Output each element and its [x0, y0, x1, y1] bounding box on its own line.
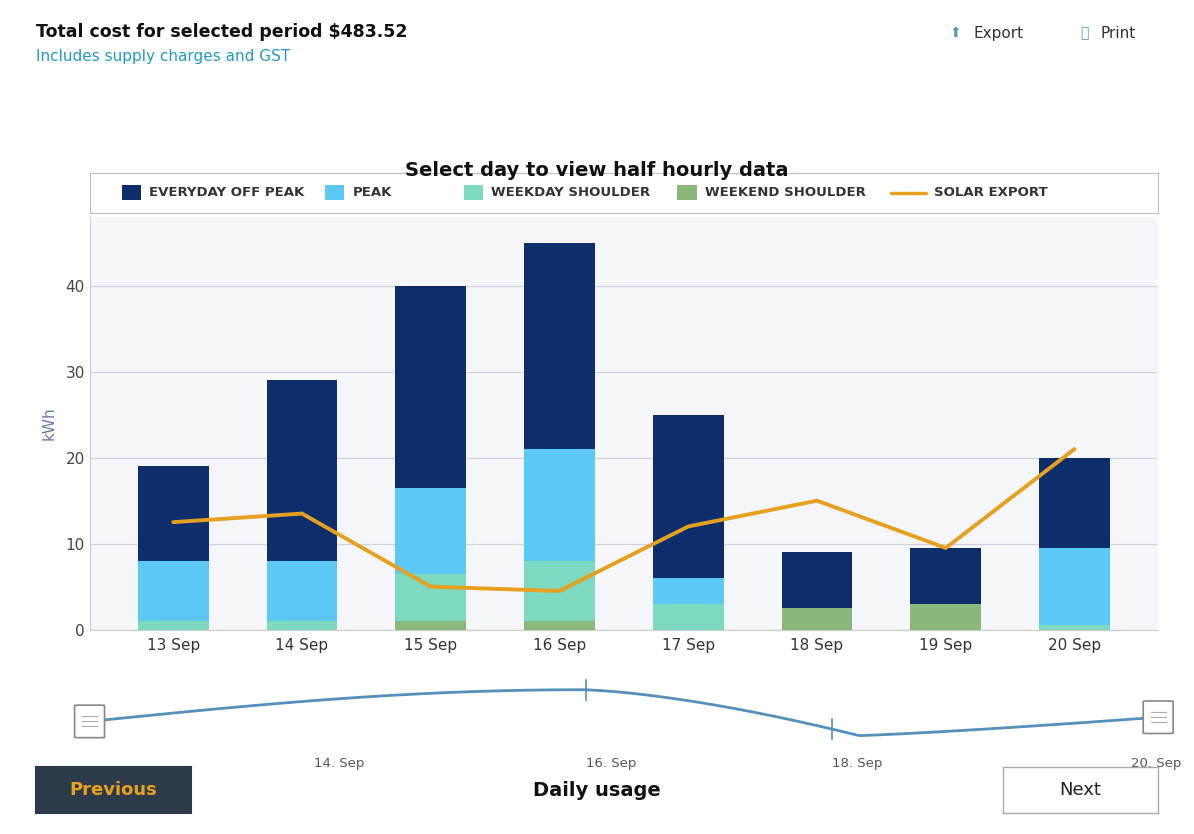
- Text: Daily usage: Daily usage: [534, 781, 660, 800]
- Bar: [137, 466, 209, 561]
- Bar: [653, 414, 724, 578]
- Text: Includes supply charges and GST: Includes supply charges and GST: [36, 49, 290, 64]
- Bar: [395, 286, 466, 488]
- FancyBboxPatch shape: [74, 706, 105, 738]
- Text: Select day to view half hourly data: Select day to view half hourly data: [405, 162, 789, 180]
- Text: WEEKEND SHOULDER: WEEKEND SHOULDER: [706, 186, 866, 199]
- Bar: [524, 243, 595, 449]
- Text: Export: Export: [973, 26, 1023, 41]
- Bar: [137, 561, 209, 621]
- Text: Previous: Previous: [69, 781, 158, 799]
- Text: WEEKDAY SHOULDER: WEEKDAY SHOULDER: [492, 186, 651, 199]
- Bar: [910, 604, 981, 630]
- Bar: [653, 604, 724, 630]
- Text: Next: Next: [1059, 781, 1102, 799]
- Bar: [653, 578, 724, 604]
- Text: 🖨: 🖨: [1081, 27, 1089, 40]
- Bar: [910, 548, 981, 604]
- Bar: [524, 621, 595, 630]
- Bar: [1039, 626, 1110, 630]
- Text: 18. Sep: 18. Sep: [832, 757, 882, 771]
- Bar: [782, 608, 853, 630]
- Bar: [1039, 458, 1110, 548]
- Bar: [266, 561, 338, 621]
- Text: PEAK: PEAK: [352, 186, 392, 199]
- Bar: [677, 185, 696, 200]
- Bar: [524, 561, 595, 621]
- Text: 14. Sep: 14. Sep: [314, 757, 364, 771]
- Text: SOLAR EXPORT: SOLAR EXPORT: [934, 186, 1048, 199]
- Bar: [266, 380, 338, 561]
- FancyBboxPatch shape: [1143, 701, 1174, 734]
- Text: Total cost for selected period $483.52: Total cost for selected period $483.52: [36, 23, 407, 41]
- Text: ⬆: ⬆: [949, 27, 961, 40]
- Text: Print: Print: [1101, 26, 1137, 41]
- Text: 16. Sep: 16. Sep: [586, 757, 636, 771]
- Bar: [395, 488, 466, 574]
- Bar: [524, 449, 595, 561]
- Bar: [137, 621, 209, 630]
- Bar: [325, 185, 344, 200]
- Y-axis label: kWh: kWh: [42, 406, 57, 440]
- Text: 20. Sep: 20. Sep: [1132, 757, 1182, 771]
- Bar: [266, 621, 338, 630]
- Bar: [122, 185, 141, 200]
- Bar: [1039, 548, 1110, 626]
- Bar: [395, 574, 466, 621]
- Text: EVERYDAY OFF PEAK: EVERYDAY OFF PEAK: [149, 186, 304, 199]
- Bar: [463, 185, 482, 200]
- Bar: [782, 552, 853, 608]
- Bar: [395, 621, 466, 630]
